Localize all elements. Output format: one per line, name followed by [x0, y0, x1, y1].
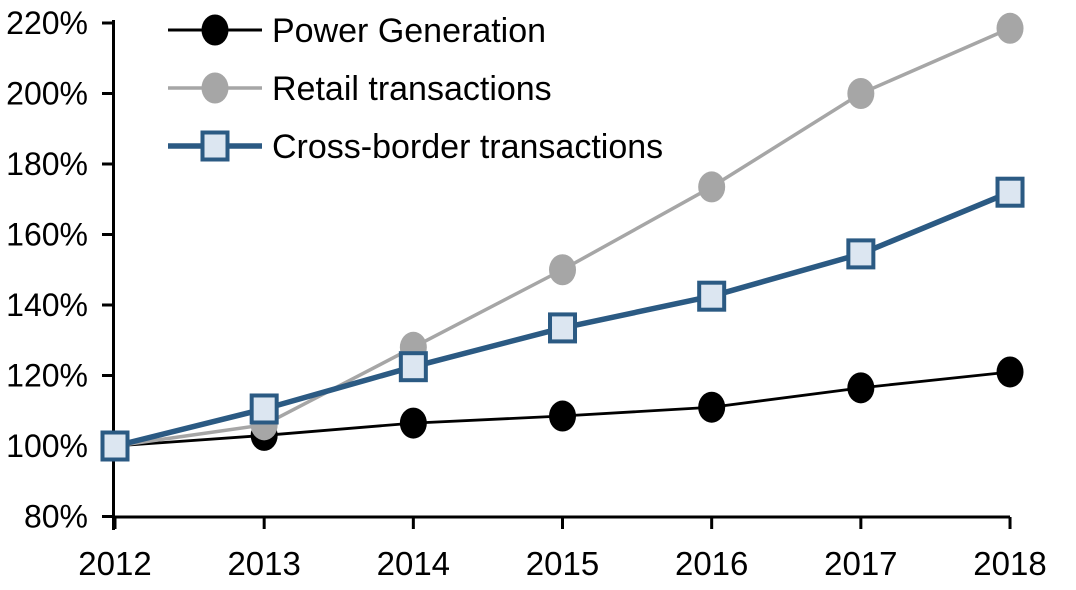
series-marker-power-generation [549, 400, 577, 432]
y-axis-label: 80% [24, 499, 88, 535]
legend-swatch-marker-cross-border-transactions [200, 130, 230, 162]
series-marker-retail-transactions [698, 171, 726, 203]
x-axis-label: 2014 [377, 545, 450, 582]
series-marker-cross-border-transactions [995, 176, 1025, 208]
x-axis-label: 2012 [78, 545, 151, 582]
series-marker-retail-transactions [549, 254, 577, 286]
series-marker-power-generation [399, 407, 427, 439]
legend-label-power-generation: Power Generation [272, 12, 546, 50]
series-marker-cross-border-transactions [100, 430, 130, 462]
series-line-retail-transactions [114, 26, 1011, 448]
legend-swatch-marker-retail-transactions [201, 72, 229, 104]
x-axis-label: 2017 [824, 545, 897, 582]
x-axis-label: 2015 [526, 545, 599, 582]
x-axis-label: 2013 [227, 545, 300, 582]
y-axis-label: 200% [6, 76, 88, 112]
y-axis-label: 220% [6, 5, 88, 41]
series-marker-power-generation [847, 372, 875, 404]
legend-label-retail-transactions: Retail transactions [272, 70, 552, 108]
y-axis-label: 160% [6, 217, 88, 253]
series-marker-cross-border-transactions [846, 238, 876, 270]
y-axis-label: 180% [6, 146, 88, 182]
series-marker-cross-border-transactions [398, 351, 428, 383]
series-marker-cross-border-transactions [548, 312, 578, 344]
series-marker-cross-border-transactions [249, 393, 279, 425]
series-marker-power-generation [698, 391, 726, 423]
series-marker-retail-transactions [996, 12, 1024, 44]
legend-label-cross-border-transactions: Cross-border transactions [272, 128, 663, 166]
y-axis-label: 120% [6, 358, 88, 394]
x-axis-label: 2018 [973, 545, 1046, 582]
series-marker-power-generation [996, 356, 1024, 388]
y-axis-label: 100% [6, 428, 88, 464]
series-marker-cross-border-transactions [697, 280, 727, 312]
x-axis-label: 2016 [675, 545, 748, 582]
legend-swatch-marker-power-generation [201, 14, 229, 46]
y-axis-label: 140% [6, 287, 88, 323]
series-marker-retail-transactions [847, 78, 875, 109]
